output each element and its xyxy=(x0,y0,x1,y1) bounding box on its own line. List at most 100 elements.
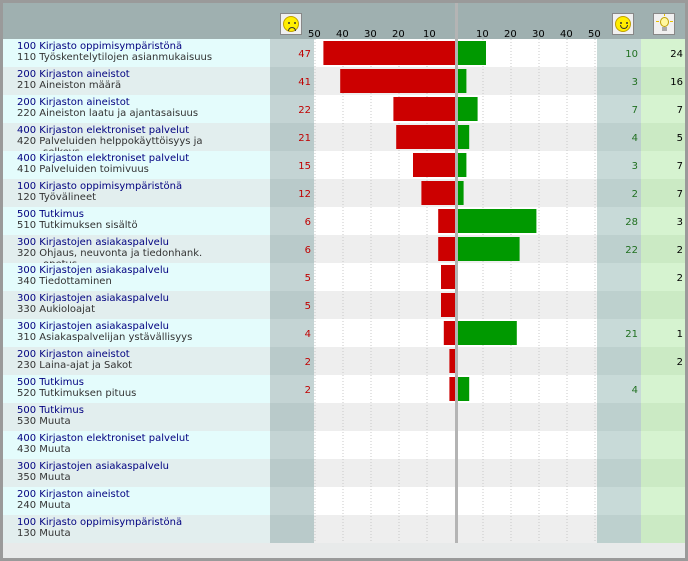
lightbulb-icon xyxy=(653,13,675,35)
negative-count: 6 xyxy=(270,207,314,235)
negative-count: 5 xyxy=(270,291,314,319)
subcategory-label: 410 Palveluiden toimivuus xyxy=(17,164,149,175)
table-row: 500 Tutkimus 530 Muuta xyxy=(3,403,685,431)
category-label: 400 Kirjaston elektroniset palvelut xyxy=(17,433,190,444)
suggestion-count: 2 xyxy=(641,263,685,291)
row-plot xyxy=(314,95,597,123)
positive-count: 3 xyxy=(597,151,641,179)
suggestion-count: 5 xyxy=(641,123,685,151)
category-label: 300 Kirjastojen asiakaspalvelu xyxy=(17,237,169,248)
row-label: 400 Kirjaston elektroniset palvelut 430 M… xyxy=(3,431,270,459)
subcategory-label: 210 Aineiston määrä xyxy=(17,80,122,91)
suggestion-count: 2 xyxy=(641,235,685,263)
category-label: 100 Kirjasto oppimisympäristönä xyxy=(17,41,183,52)
row-label: 400 Kirjaston elektroniset palvelut 410 P… xyxy=(3,151,270,179)
row-plot xyxy=(314,151,597,179)
subcategory-label: 130 Muuta xyxy=(17,528,71,539)
suggestion-count: 7 xyxy=(641,151,685,179)
category-label: 300 Kirjastojen asiakaspalvelu xyxy=(17,321,169,332)
negative-count: 4 xyxy=(270,319,314,347)
negative-count: 2 xyxy=(270,347,314,375)
row-label: 300 Kirjastojen asiakaspalvelu 330 Aukiol… xyxy=(3,291,270,319)
right-tick-label: 20 xyxy=(504,29,517,40)
row-plot xyxy=(314,39,597,67)
row-plot xyxy=(314,291,597,319)
negative-count: 12 xyxy=(270,179,314,207)
right-tick-label: 50 xyxy=(588,29,601,40)
negative-count: 2 xyxy=(270,375,314,403)
subcategory-label: 420 Palveluiden helppokäyttöisyys ja xyxy=(17,136,203,147)
row-label: 500 Tutkimus 530 Muuta xyxy=(3,403,270,431)
category-label: 200 Kirjaston aineistot xyxy=(17,69,130,80)
row-plot xyxy=(314,347,597,375)
subcategory-label: 240 Muuta xyxy=(17,500,71,511)
category-label: 200 Kirjaston aineistot xyxy=(17,489,130,500)
negative-count: 22 xyxy=(270,95,314,123)
table-row: 100 Kirjasto oppimisympäristönä 110 Työsk… xyxy=(3,39,685,67)
table-row: 100 Kirjasto oppimisympäristönä 120 Työvä… xyxy=(3,179,685,207)
row-label: 200 Kirjaston aineistot 220 Aineiston laa… xyxy=(3,95,270,123)
suggestion-count xyxy=(641,375,685,403)
table-row: 400 Kirjaston elektroniset palvelut 430 M… xyxy=(3,431,685,459)
table-row: 300 Kirjastojen asiakaspalvelu 320 Ohjaus… xyxy=(3,235,685,270)
row-label: 500 Tutkimus 510 Tutkimuksen sisältö xyxy=(3,207,270,235)
row-plot xyxy=(314,319,597,347)
table-row: 100 Kirjasto oppimisympäristönä 130 Muuta xyxy=(3,515,685,543)
row-plot xyxy=(314,123,597,151)
suggestion-count xyxy=(641,403,685,431)
positive-count: 22 xyxy=(597,235,641,263)
category-label: 400 Kirjaston elektroniset palvelut xyxy=(17,153,190,164)
row-label: 200 Kirjaston aineistot 210 Aineiston mää… xyxy=(3,67,270,95)
category-label: 200 Kirjaston aineistot xyxy=(17,97,130,108)
negative-count: 41 xyxy=(270,67,314,95)
category-label: 300 Kirjastojen asiakaspalvelu xyxy=(17,461,169,472)
row-label: 200 Kirjaston aineistot 240 Muuta xyxy=(3,487,270,515)
subcategory-label: 340 Tiedottaminen xyxy=(17,276,112,287)
table-row: 500 Tutkimus 520 Tutkimuksen pituus 2 4 xyxy=(3,375,685,403)
row-plot xyxy=(314,431,597,459)
row-plot xyxy=(314,179,597,207)
right-tick-label: 30 xyxy=(532,29,545,40)
table-row: 200 Kirjaston aineistot 210 Aineiston mää… xyxy=(3,67,685,95)
subcategory-label: 320 Ohjaus, neuvonta ja tiedonhank. xyxy=(17,248,203,259)
row-plot xyxy=(314,515,597,543)
row-label: 300 Kirjastojen asiakaspalvelu 320 Ohjaus… xyxy=(3,235,270,270)
negative-count: 6 xyxy=(270,235,314,263)
suggestion-count xyxy=(641,515,685,543)
positive-count xyxy=(597,263,641,291)
subcategory-label: 510 Tutkimuksen sisältö xyxy=(17,220,138,231)
category-label: 300 Kirjastojen asiakaspalvelu xyxy=(17,293,169,304)
left-tick-label: 30 xyxy=(364,29,377,40)
row-label: 300 Kirjastojen asiakaspalvelu 310 Asiaka… xyxy=(3,319,270,347)
row-label: 400 Kirjaston elektroniset palvelut 420 P… xyxy=(3,123,270,158)
table-row: 200 Kirjaston aineistot 230 Laina-ajat ja… xyxy=(3,347,685,375)
subcategory-label: 330 Aukioloajat xyxy=(17,304,95,315)
suggestion-count: 16 xyxy=(641,67,685,95)
row-plot xyxy=(314,235,597,263)
suggestion-count xyxy=(641,291,685,319)
row-plot xyxy=(314,375,597,403)
table-row: 200 Kirjaston aineistot 220 Aineiston laa… xyxy=(3,95,685,123)
table-row: 300 Kirjastojen asiakaspalvelu 340 Tiedot… xyxy=(3,263,685,291)
row-label: 100 Kirjasto oppimisympäristönä 130 Muuta xyxy=(3,515,270,543)
positive-count xyxy=(597,347,641,375)
negative-count xyxy=(270,431,314,459)
row-label: 100 Kirjasto oppimisympäristönä 110 Työsk… xyxy=(3,39,270,67)
table-row: 400 Kirjaston elektroniset palvelut 420 P… xyxy=(3,123,685,158)
negative-count xyxy=(270,403,314,431)
negative-count: 47 xyxy=(270,39,314,67)
category-label: 300 Kirjastojen asiakaspalvelu xyxy=(17,265,169,276)
category-label: 100 Kirjasto oppimisympäristönä xyxy=(17,181,183,192)
sad-face-icon xyxy=(280,13,302,35)
suggestion-count: 24 xyxy=(641,39,685,67)
subcategory-label: 520 Tutkimuksen pituus xyxy=(17,388,137,399)
positive-count: 21 xyxy=(597,319,641,347)
positive-count xyxy=(597,515,641,543)
negative-count: 5 xyxy=(270,263,314,291)
subcategory-label: 530 Muuta xyxy=(17,416,71,427)
negative-count: 21 xyxy=(270,123,314,151)
left-tick-label: 50 xyxy=(308,29,321,40)
suggestion-count xyxy=(641,459,685,487)
suggestion-count: 1 xyxy=(641,319,685,347)
